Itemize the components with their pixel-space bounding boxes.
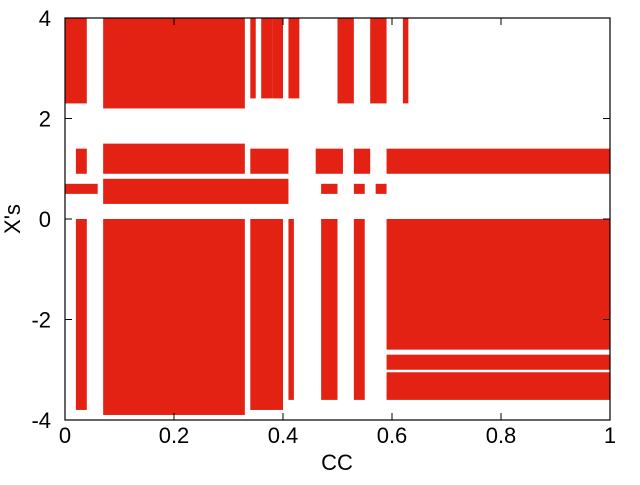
y-tick-label: 2 — [39, 107, 51, 132]
x-tick-label: 0 — [59, 423, 71, 448]
y-tick-label: 4 — [39, 6, 51, 31]
point-cloud — [386, 219, 610, 350]
point-cloud — [353, 148, 371, 174]
y-tick-label: 0 — [39, 207, 51, 232]
point-cloud — [250, 219, 283, 410]
point-cloud — [315, 148, 343, 174]
point-cloud — [103, 219, 245, 415]
point-cloud — [288, 219, 294, 400]
point-cloud — [261, 18, 273, 99]
y-axis-label: X's — [0, 204, 25, 234]
point-cloud — [288, 18, 300, 99]
point-cloud — [103, 178, 289, 204]
point-cloud — [103, 18, 245, 109]
point-cloud — [65, 183, 98, 194]
point-cloud — [386, 354, 610, 370]
x-tick-label: 0.6 — [377, 423, 408, 448]
point-cloud — [337, 18, 354, 104]
point-cloud — [250, 18, 256, 99]
point-cloud — [75, 219, 87, 410]
point-cloud — [353, 219, 365, 400]
plot-area — [65, 18, 610, 415]
x-tick-label: 0.2 — [159, 423, 190, 448]
point-cloud — [65, 18, 87, 104]
point-cloud — [103, 143, 245, 174]
point-cloud — [272, 18, 283, 99]
point-cloud — [386, 372, 610, 400]
y-tick-label: -2 — [31, 308, 51, 333]
point-cloud — [321, 183, 338, 194]
point-cloud — [402, 18, 409, 104]
point-cloud — [353, 183, 365, 194]
x-tick-label: 0.8 — [486, 423, 517, 448]
x-tick-label: 1 — [604, 423, 616, 448]
point-cloud — [386, 148, 610, 174]
point-cloud — [321, 219, 338, 400]
x-tick-label: 0.4 — [268, 423, 299, 448]
x-axis-label: CC — [321, 450, 353, 475]
point-cloud — [370, 18, 387, 104]
point-cloud — [375, 183, 387, 194]
y-tick-label: -4 — [31, 408, 51, 433]
point-cloud — [250, 148, 289, 174]
point-cloud — [75, 148, 87, 174]
